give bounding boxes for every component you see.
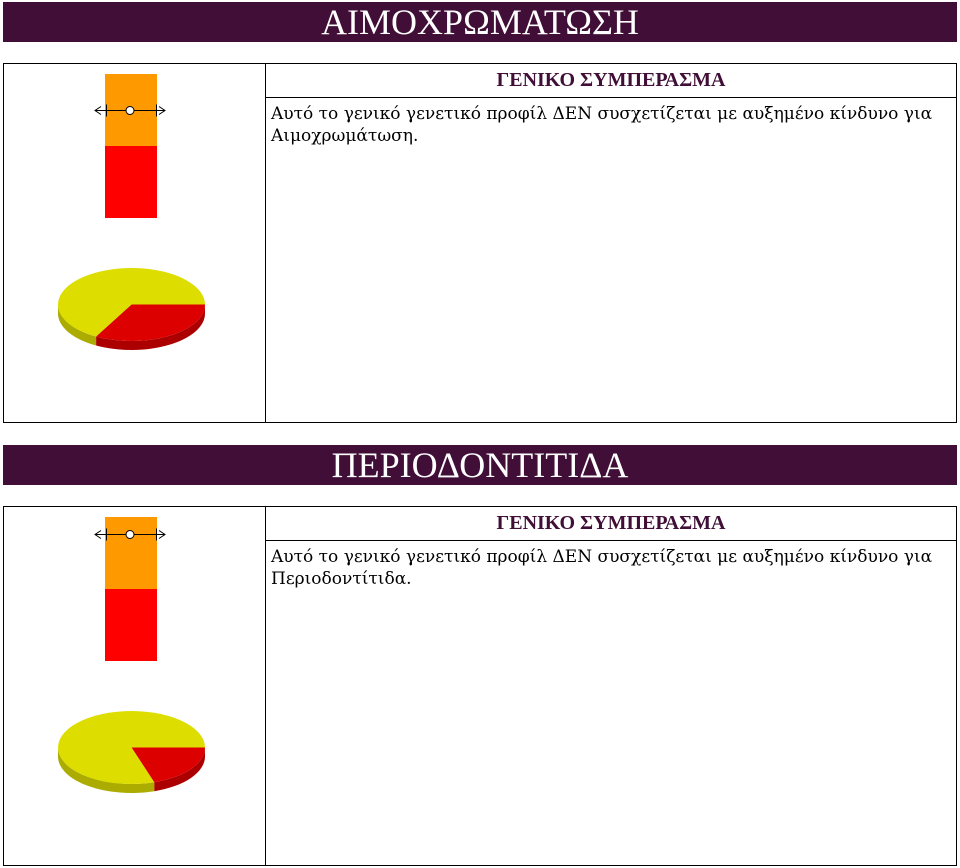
section-title: ΑΙΜΟΧΡΩΜΑΤΩΣΗ	[321, 2, 639, 42]
gauge-marker	[94, 104, 166, 117]
pie-slice-2-side	[58, 304, 97, 346]
risk-gauge	[94, 74, 166, 218]
pie-slice-2	[57, 268, 205, 337]
gauge-zone-2	[105, 146, 157, 218]
conclusion-heading: ΓΕΝΙΚΟ ΣΥΜΠΕΡΑΣΜΑ	[266, 64, 956, 98]
visual-cell	[4, 64, 266, 422]
visual-cell	[4, 507, 266, 865]
marker-dot	[125, 106, 135, 115]
pie-chart	[57, 711, 205, 793]
gauge-zones	[105, 517, 157, 661]
gauge-marker	[94, 528, 166, 541]
section-hemochromatosis: ΑΙΜΟΧΡΩΜΑΤΩΣΗ	[3, 2, 957, 423]
section-header: ΠΕΡΙΟΔΟΝΤΙΤΙΔΑ	[3, 445, 957, 485]
marker-dot	[125, 530, 135, 539]
pie-slice-1-side	[96, 304, 205, 350]
pie-slice-1	[96, 304, 205, 341]
conclusion-heading: ΓΕΝΙΚΟ ΣΥΜΠΕΡΑΣΜΑ	[266, 507, 956, 541]
arrow-right-icon	[158, 106, 166, 115]
arrow-right-icon	[158, 530, 166, 539]
conclusion-cell: ΓΕΝΙΚΟ ΣΥΜΠΕΡΑΣΜΑ Αυτό το γενικό γενετικ…	[266, 507, 956, 865]
gauge-zone-1	[105, 517, 157, 589]
result-box: ΓΕΝΙΚΟ ΣΥΜΠΕΡΑΣΜΑ Αυτό το γενικό γενετικ…	[3, 506, 957, 866]
conclusion-text: Αυτό το γενικό γενετικό προφίλ ΔΕΝ συσχε…	[271, 104, 933, 146]
pie-slice-2	[57, 711, 205, 784]
gauge-zone-2	[105, 589, 157, 661]
conclusion-text: Αυτό το γενικό γενετικό προφίλ ΔΕΝ συσχε…	[271, 547, 933, 589]
pie-slice-1-side	[154, 747, 205, 792]
pie-slice-2-side	[57, 747, 155, 793]
risk-visual	[57, 74, 205, 350]
section-header: ΑΙΜΟΧΡΩΜΑΤΩΣΗ	[3, 2, 957, 42]
risk-gauge	[94, 517, 166, 661]
pie-slice-1	[131, 747, 205, 783]
conclusion-cell: ΓΕΝΙΚΟ ΣΥΜΠΕΡΑΣΜΑ Αυτό το γενικό γενετικ…	[266, 64, 956, 422]
section-periodontitis: ΠΕΡΙΟΔΟΝΤΙΤΙΔΑ	[3, 445, 957, 866]
result-box: ΓΕΝΙΚΟ ΣΥΜΠΕΡΑΣΜΑ Αυτό το γενικό γενετικ…	[3, 63, 957, 423]
pie-chart	[57, 268, 205, 350]
gauge-zones	[105, 74, 157, 218]
arrow-left-icon	[94, 106, 102, 115]
risk-visual	[57, 517, 205, 793]
section-title: ΠΕΡΙΟΔΟΝΤΙΤΙΔΑ	[331, 445, 629, 485]
arrow-left-icon	[94, 530, 102, 539]
